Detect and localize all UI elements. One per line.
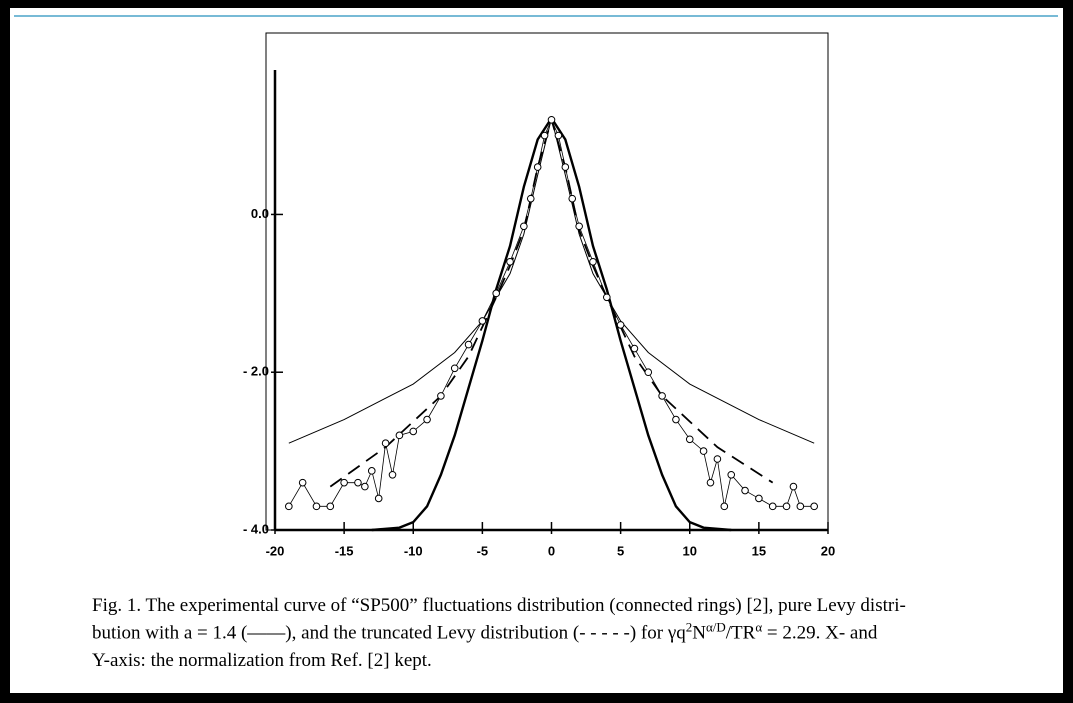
data-point — [741, 486, 749, 495]
superscript: α/D — [706, 619, 726, 634]
data-point — [437, 392, 445, 400]
data-point — [340, 478, 348, 487]
data-point — [727, 470, 736, 479]
data-point — [782, 502, 791, 511]
x-tick-label: 0 — [548, 543, 555, 558]
data-point — [367, 467, 376, 475]
data-point — [423, 415, 431, 424]
data-point — [395, 431, 404, 440]
data-point — [672, 415, 680, 424]
x-tick-label: -10 — [404, 543, 423, 558]
caption-text: /TR — [726, 623, 756, 644]
data-point — [789, 482, 798, 491]
data-point — [381, 439, 390, 448]
data-point — [533, 163, 542, 171]
caption-text: bution with a = 1.4 (——), and the trunca… — [92, 623, 686, 644]
data-point — [409, 427, 418, 436]
data-point — [706, 478, 715, 487]
data-point — [755, 494, 763, 503]
data-point — [616, 321, 625, 329]
data-point — [658, 392, 666, 400]
x-tick-label: -5 — [477, 543, 489, 558]
data-point — [685, 435, 694, 444]
x-tick-label: 20 — [821, 543, 835, 558]
caption: Fig. 1. The experimental curve of “SP500… — [92, 595, 906, 671]
superscript: α — [755, 619, 762, 634]
data-point — [361, 482, 369, 491]
caption-text: N — [692, 623, 706, 644]
data-point — [450, 364, 459, 373]
caption-line: Fig. 1. The experimental curve of “SP500… — [92, 595, 906, 616]
data-point — [478, 317, 487, 325]
data-point — [568, 194, 577, 203]
data-point — [589, 257, 597, 266]
data-point — [464, 340, 473, 349]
data-point — [388, 470, 397, 479]
x-tick-label: 15 — [752, 543, 766, 558]
x-tick-label: -20 — [266, 543, 285, 558]
data-point — [520, 222, 528, 231]
data-point — [312, 502, 321, 511]
data-point — [354, 478, 362, 487]
data-point — [298, 478, 307, 487]
caption-line: bution with a = 1.4 (——), and the trunca… — [92, 619, 878, 644]
data-point — [492, 289, 501, 298]
caption-text: = 2.29. X- and — [762, 623, 878, 644]
y-tick-label: - 4.0 — [243, 521, 269, 536]
data-point — [575, 222, 583, 231]
data-point — [810, 502, 818, 511]
data-point — [326, 502, 335, 511]
data-point — [768, 502, 777, 511]
data-point — [547, 115, 556, 124]
data-point — [374, 494, 383, 503]
data-point — [713, 455, 722, 463]
data-point — [630, 344, 639, 353]
superscript: 2 — [686, 619, 693, 634]
data-point — [285, 502, 293, 511]
data-point — [561, 163, 570, 171]
data-point — [554, 131, 563, 140]
y-tick-label: - 2.0 — [243, 364, 269, 379]
x-tick-label: 10 — [683, 543, 697, 558]
slide-body — [10, 8, 1063, 693]
data-point — [540, 131, 549, 140]
x-tick-label: 5 — [617, 543, 624, 558]
data-point — [796, 502, 805, 511]
data-point — [699, 447, 708, 455]
x-tick-label: -15 — [335, 543, 354, 558]
data-point — [603, 293, 611, 302]
caption-line: Y-axis: the normalization from Ref. [2] … — [92, 650, 432, 671]
data-point — [644, 368, 653, 377]
data-point — [720, 502, 729, 511]
y-tick-label: 0.0 — [251, 206, 269, 221]
data-point — [506, 257, 514, 266]
data-point — [526, 194, 535, 203]
